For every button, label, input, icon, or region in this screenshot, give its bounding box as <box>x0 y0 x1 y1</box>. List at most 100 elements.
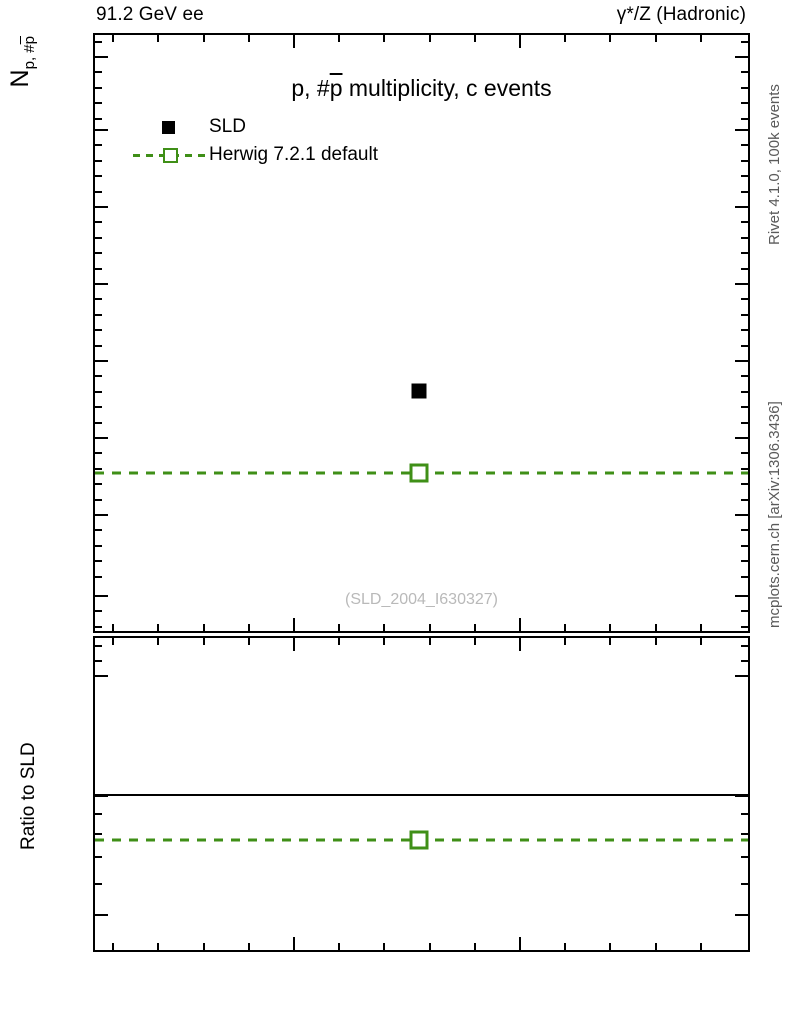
x-minor-tick <box>473 943 476 950</box>
legend-label-herwig: Herwig 7.2.1 default <box>209 144 378 165</box>
x-minor-tick <box>564 35 567 42</box>
x-minor-tick <box>564 943 567 950</box>
main-minor-y-tick <box>95 117 102 120</box>
main-minor-y-tick <box>95 144 102 147</box>
main-minor-y-tick <box>741 236 748 239</box>
x-minor-tick <box>157 624 160 631</box>
legend-key-filled-square-icon <box>133 116 209 138</box>
main-plot-area: p, #p multiplicity, c events SLD Herwig … <box>95 35 748 631</box>
x-minor-tick <box>338 638 341 645</box>
main-minor-y-tick <box>741 390 748 393</box>
ratio-minor-y-tick <box>741 659 748 662</box>
main-minor-y-tick <box>95 329 102 332</box>
legend-entry-sld[interactable]: SLD <box>133 113 378 141</box>
main-minor-y-tick <box>95 498 102 501</box>
analysis-id-watermark: (SLD_2004_I630327) <box>344 591 498 608</box>
x-major-tick <box>293 638 295 651</box>
sld-data-point[interactable] <box>411 383 427 399</box>
main-minor-y-tick <box>95 575 102 578</box>
main-minor-y-tick <box>95 175 102 178</box>
main-minor-y-tick <box>95 190 102 193</box>
main-minor-y-tick <box>95 483 102 486</box>
x-minor-tick <box>247 943 250 950</box>
main-minor-y-tick <box>95 406 102 409</box>
x-minor-tick <box>609 35 612 42</box>
legend-entry-herwig[interactable]: Herwig 7.2.1 default <box>133 141 378 169</box>
main-minor-y-tick <box>741 40 748 43</box>
ratio-plot-panel: 2 2 1 1 0.5 0.5 91 91.5 <box>93 636 750 952</box>
main-minor-y-tick <box>95 421 102 424</box>
x-minor-tick <box>609 624 612 631</box>
x-minor-tick <box>699 943 702 950</box>
main-minor-y-tick <box>741 610 748 613</box>
x-minor-tick <box>157 943 160 950</box>
main-minor-y-tick <box>741 159 748 162</box>
x-minor-tick <box>247 35 250 42</box>
legend-label-sld: SLD <box>209 116 246 137</box>
main-minor-y-tick <box>95 102 102 105</box>
main-minor-y-tick <box>741 560 748 563</box>
ratio-minor-y-tick <box>95 813 102 816</box>
main-minor-y-tick <box>741 344 748 347</box>
main-minor-y-tick <box>95 610 102 613</box>
x-major-tick <box>519 937 521 950</box>
x-minor-tick <box>654 638 657 645</box>
main-minor-y-tick <box>741 71 748 74</box>
ratio-plot-area: 2 2 1 1 0.5 0.5 91 91.5 <box>95 638 748 950</box>
main-minor-y-tick <box>95 159 102 162</box>
main-minor-y-tick <box>95 71 102 74</box>
ratio-minor-y-tick <box>741 856 748 859</box>
main-minor-y-tick <box>95 375 102 378</box>
x-minor-tick <box>699 638 702 645</box>
main-minor-y-tick <box>741 452 748 455</box>
main-minor-y-tick <box>741 86 748 89</box>
herwig-ratio-point[interactable] <box>409 830 429 850</box>
ratio-minor-y-tick <box>95 659 102 662</box>
ratio-minor-y-tick <box>95 644 102 647</box>
ratio-y-axis-title: Ratio to SLD <box>18 742 39 850</box>
y-axis-title-base: N <box>6 69 34 88</box>
main-minor-y-tick <box>95 40 102 43</box>
x-minor-tick <box>383 35 386 42</box>
ratio-minor-y-tick <box>95 833 102 836</box>
main-minor-y-tick <box>741 625 748 628</box>
x-minor-tick <box>383 624 386 631</box>
x-minor-tick <box>112 638 115 645</box>
x-minor-tick <box>699 35 702 42</box>
main-minor-y-tick <box>741 175 748 178</box>
main-minor-y-tick <box>95 267 102 270</box>
x-minor-tick <box>202 943 205 950</box>
main-minor-y-tick <box>95 86 102 89</box>
x-minor-tick <box>157 35 160 42</box>
main-minor-y-tick <box>741 190 748 193</box>
x-major-tick <box>519 618 521 631</box>
main-minor-y-tick <box>95 344 102 347</box>
main-minor-y-tick <box>95 452 102 455</box>
main-minor-y-tick <box>95 544 102 547</box>
herwig-data-point[interactable] <box>409 463 429 483</box>
main-minor-y-tick <box>741 498 748 501</box>
main-minor-y-tick <box>741 298 748 301</box>
main-minor-y-tick <box>95 252 102 255</box>
x-minor-tick <box>338 35 341 42</box>
legend-key-open-square-dashed-icon <box>133 144 209 166</box>
x-minor-tick <box>112 35 115 42</box>
x-minor-tick <box>112 624 115 631</box>
main-minor-y-tick <box>95 298 102 301</box>
x-minor-tick <box>609 638 612 645</box>
ratio-minor-y-tick <box>741 882 748 885</box>
x-minor-tick <box>428 943 431 950</box>
mcplots-source-annotation: mcplots.cern.ch [arXiv:1306.3436] <box>766 401 783 628</box>
main-minor-y-tick <box>741 144 748 147</box>
main-minor-y-tick <box>741 421 748 424</box>
main-minor-y-tick <box>741 329 748 332</box>
main-minor-y-tick <box>741 544 748 547</box>
x-minor-tick <box>157 638 160 645</box>
main-plot-panel: p, #p multiplicity, c events SLD Herwig … <box>93 33 750 633</box>
ratio-reference-line <box>95 794 748 796</box>
x-minor-tick <box>609 943 612 950</box>
x-major-tick <box>293 937 295 950</box>
main-minor-y-tick <box>95 390 102 393</box>
main-minor-y-tick <box>741 221 748 224</box>
